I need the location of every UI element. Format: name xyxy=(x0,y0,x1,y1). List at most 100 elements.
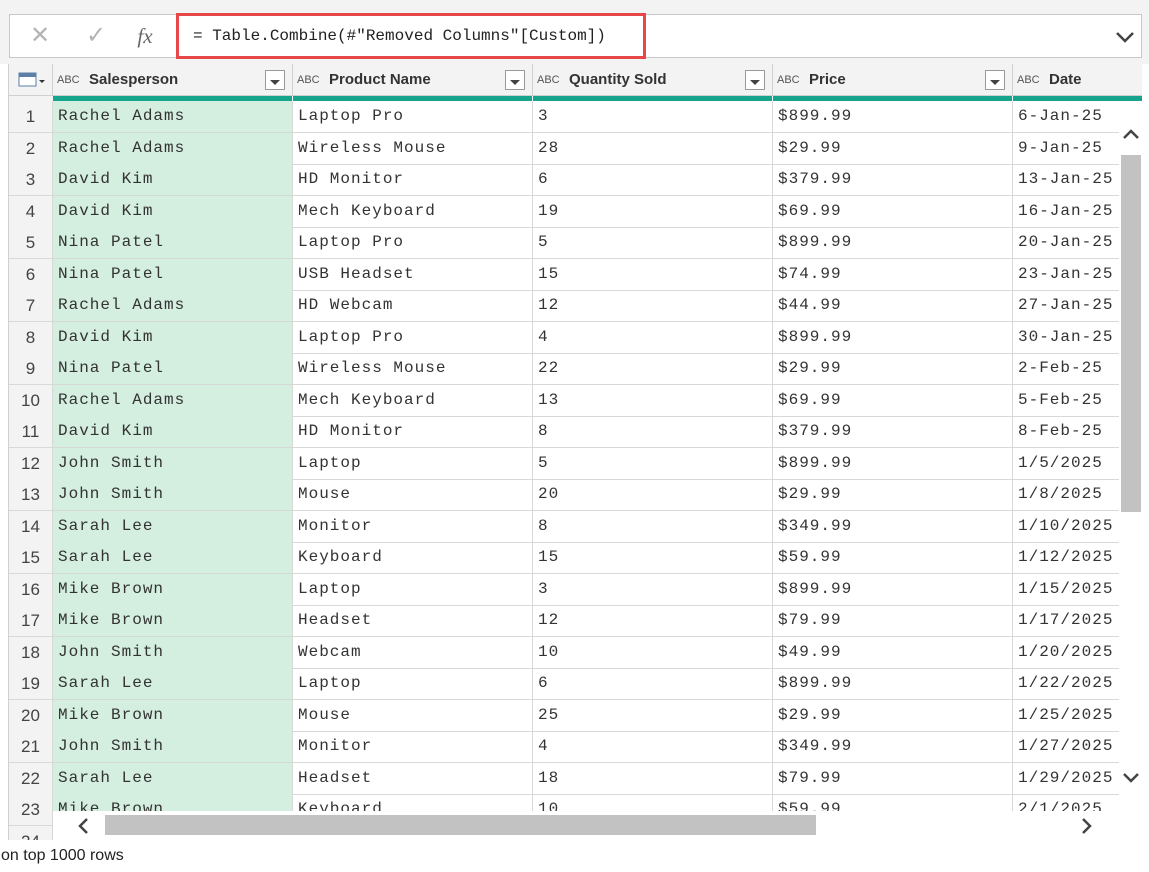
cell: Sarah Lee xyxy=(53,542,293,574)
cell: $69.99 xyxy=(773,195,1013,228)
cell: 23-Jan-25 xyxy=(1013,259,1142,291)
cell: 5 xyxy=(533,227,773,259)
vertical-scrollbar[interactable] xyxy=(1119,120,1142,800)
row-number: 23 xyxy=(9,794,53,826)
data-grid: ABC Salesperson ABC Product Name ABC Quantity… xyxy=(8,64,1142,840)
fx-button[interactable]: fx xyxy=(137,24,153,48)
cell: John Smith xyxy=(53,731,293,763)
cell: 8 xyxy=(533,510,773,543)
cell: Rachel Adams xyxy=(53,101,293,133)
cell: 6 xyxy=(533,164,773,196)
cell: $49.99 xyxy=(773,636,1013,669)
cell: Webcam xyxy=(293,636,533,669)
type-icon: ABC xyxy=(297,74,320,86)
cell: 5 xyxy=(533,447,773,480)
cell: 1/5/2025 xyxy=(1013,448,1142,480)
cell: 1/29/2025 xyxy=(1013,763,1142,795)
filter-dropdown[interactable] xyxy=(985,70,1005,90)
header-gap xyxy=(9,96,53,101)
cell: $59.99 xyxy=(773,542,1013,574)
cell: Wireless Mouse xyxy=(293,132,533,165)
scroll-thumb[interactable] xyxy=(1121,155,1141,512)
cell: 25 xyxy=(533,699,773,732)
row-number: 10 xyxy=(9,384,53,417)
cell: 18 xyxy=(533,762,773,795)
cell: 1/12/2025 xyxy=(1013,542,1142,574)
cell: $29.99 xyxy=(773,132,1013,165)
cell: 4 xyxy=(533,731,773,763)
row-number: 2 xyxy=(9,132,53,165)
cell: Sarah Lee xyxy=(53,510,293,543)
cell: $899.99 xyxy=(773,227,1013,259)
cancel-button[interactable]: ✕ xyxy=(29,22,51,49)
cell: Sarah Lee xyxy=(53,668,293,700)
cell: $899.99 xyxy=(773,321,1013,354)
column-header: ABC Product Name xyxy=(293,64,533,96)
cell: Mike Brown xyxy=(53,605,293,637)
cell: 5-Feb-25 xyxy=(1013,385,1142,417)
cell: Headset xyxy=(293,605,533,637)
filter-dropdown[interactable] xyxy=(265,70,285,90)
cell: 9-Jan-25 xyxy=(1013,133,1142,165)
cell: Rachel Adams xyxy=(53,132,293,165)
cell: David Kim xyxy=(53,416,293,448)
commit-button[interactable]: ✓ xyxy=(85,22,107,49)
cell: Laptop xyxy=(293,447,533,480)
row-number: 4 xyxy=(9,195,53,228)
cell: $29.99 xyxy=(773,479,1013,511)
cell: Mech Keyboard xyxy=(293,384,533,417)
table-menu[interactable] xyxy=(9,64,53,96)
table-icon xyxy=(18,72,45,87)
row-number: 14 xyxy=(9,510,53,543)
cell: $79.99 xyxy=(773,605,1013,637)
cell: 30-Jan-25 xyxy=(1013,322,1142,354)
formula-text[interactable]: = Table.Combine(#"Removed Columns"[Custo… xyxy=(176,13,646,59)
cell: 1/17/2025 xyxy=(1013,605,1142,637)
cell: Nina Patel xyxy=(53,353,293,385)
cell: $74.99 xyxy=(773,258,1013,291)
column-header: ABC Price xyxy=(773,64,1013,96)
cell: Laptop Pro xyxy=(293,227,533,259)
scroll-thumb[interactable] xyxy=(105,815,816,835)
cell: 12 xyxy=(533,605,773,637)
cell: Rachel Adams xyxy=(53,290,293,322)
filter-dropdown[interactable] xyxy=(505,70,525,90)
cell: Nina Patel xyxy=(53,227,293,259)
formula-expand[interactable] xyxy=(1113,28,1137,46)
cell: Monitor xyxy=(293,510,533,543)
cell: $29.99 xyxy=(773,699,1013,732)
row-number: 15 xyxy=(9,542,53,574)
cell: $69.99 xyxy=(773,384,1013,417)
horizontal-scrollbar[interactable] xyxy=(53,811,1142,840)
cell: $899.99 xyxy=(773,101,1013,133)
cell: 6 xyxy=(533,668,773,700)
quality-bar xyxy=(293,96,532,101)
row-number: 6 xyxy=(9,258,53,291)
column-name: Price xyxy=(809,71,846,88)
cell: 1/20/2025 xyxy=(1013,637,1142,669)
type-icon: ABC xyxy=(537,74,560,86)
cell: Mech Keyboard xyxy=(293,195,533,228)
row-number: 20 xyxy=(9,699,53,732)
cell: Laptop xyxy=(293,573,533,606)
cell: Monitor xyxy=(293,731,533,763)
cell: David Kim xyxy=(53,195,293,228)
column-name: Salesperson xyxy=(89,71,179,88)
filter-dropdown[interactable] xyxy=(745,70,765,90)
cell: 1/10/2025 xyxy=(1013,511,1142,543)
quality-bar xyxy=(533,96,772,101)
cell: Mike Brown xyxy=(53,699,293,732)
cell: 19 xyxy=(533,195,773,228)
row-number: 9 xyxy=(9,353,53,385)
row-number: 16 xyxy=(9,573,53,606)
cell: HD Monitor xyxy=(293,416,533,448)
row-number: 18 xyxy=(9,636,53,669)
cell: 10 xyxy=(533,636,773,669)
row-number: 17 xyxy=(9,605,53,637)
cell: Headset xyxy=(293,762,533,795)
cell: $379.99 xyxy=(773,164,1013,196)
cell: Laptop Pro xyxy=(293,101,533,133)
column-name: Product Name xyxy=(329,71,431,88)
cell: 3 xyxy=(533,101,773,133)
row-number: 5 xyxy=(9,227,53,259)
